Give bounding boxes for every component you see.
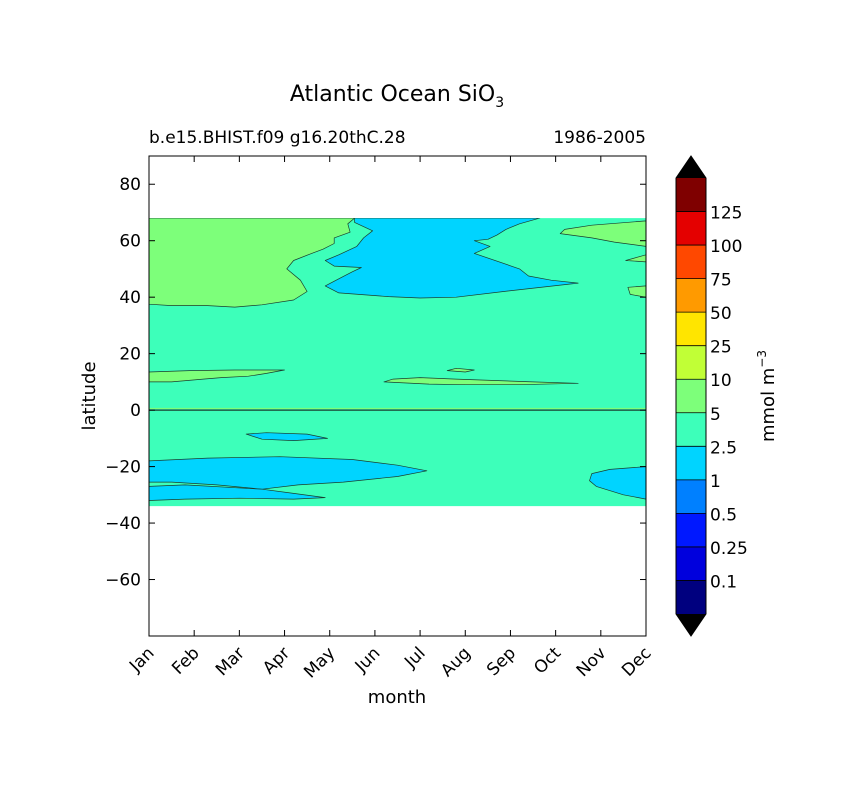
colorbar-segment bbox=[676, 245, 706, 279]
colorbar: 0.1 0.25 0.5 1 2.5 5 10 25 50 75 100 125 bbox=[675, 155, 748, 637]
region-5-10-tropics-patch bbox=[446, 367, 475, 373]
colorbar-tick-label: 0.5 bbox=[710, 505, 737, 525]
y-tick-label: 20 bbox=[119, 345, 141, 365]
colorbar-segment bbox=[676, 345, 706, 380]
colorbar-tick-label: 125 bbox=[710, 204, 742, 224]
y-tick-label: −40 bbox=[105, 514, 141, 534]
colorbar-tick-label: 100 bbox=[710, 237, 742, 257]
x-tick-label: Sep bbox=[483, 643, 520, 680]
x-tick-label: Apr bbox=[259, 643, 294, 678]
x-tick-label: Feb bbox=[168, 643, 203, 678]
region-1-2-5-north-summer bbox=[324, 218, 579, 299]
colorbar-label: mmol m−3 bbox=[755, 350, 779, 442]
region-5-10-north-winter bbox=[149, 218, 355, 308]
x-tick-label: Nov bbox=[573, 643, 611, 681]
x-tick-label: Jan bbox=[125, 643, 158, 676]
x-tick-label: May bbox=[300, 643, 339, 682]
colorbar-segment bbox=[676, 278, 706, 313]
colorbar-outline bbox=[675, 155, 707, 637]
region-1-2-5-south-main bbox=[149, 456, 428, 490]
y-axis: 80 60 40 20 0 −20 −40 −60 bbox=[105, 175, 646, 591]
region-5-10-tropics-spring bbox=[149, 369, 285, 383]
colorbar-segment bbox=[676, 513, 706, 547]
colorbar-tick-label: 25 bbox=[710, 338, 732, 358]
plot-frame bbox=[148, 155, 647, 637]
subtitle-left: b.e15.BHIST.f09 g16.20thC.28 bbox=[149, 128, 406, 148]
chart-title: Atlantic Ocean SiO3 bbox=[290, 82, 504, 111]
x-axis-label: month bbox=[368, 687, 426, 708]
colorbar-segment bbox=[676, 580, 706, 614]
colorbar-tick-label: 5 bbox=[710, 405, 721, 425]
colorbar-tick-label: 2.5 bbox=[710, 438, 737, 458]
x-tick-label: Mar bbox=[212, 643, 249, 680]
y-tick-label: −20 bbox=[105, 458, 141, 478]
colorbar-segment bbox=[676, 446, 706, 480]
y-tick-label: 80 bbox=[119, 175, 141, 195]
colorbar-segment bbox=[676, 546, 706, 581]
colorbar-segment bbox=[676, 178, 706, 212]
colorbar-tick-label: 50 bbox=[710, 304, 732, 324]
colorbar-segment bbox=[676, 312, 706, 346]
region-5-10-north-autumn bbox=[559, 218, 646, 263]
y-tick-label: −60 bbox=[105, 571, 141, 591]
colorbar-tick-label: 75 bbox=[710, 271, 732, 291]
x-tick-label: Jul bbox=[400, 643, 429, 672]
colorbar-tick-label: 10 bbox=[710, 371, 732, 391]
colorbar-over-arrow bbox=[676, 156, 706, 178]
colorbar-tick-label: 0.1 bbox=[710, 572, 737, 592]
x-tick-label: Dec bbox=[618, 643, 655, 680]
y-axis-label: latitude bbox=[79, 361, 100, 430]
colorbar-segment bbox=[676, 379, 706, 413]
y-tick-label: 0 bbox=[130, 401, 141, 421]
region-1-2-5-south-band bbox=[149, 484, 326, 501]
subtitle-right: 1986-2005 bbox=[553, 128, 646, 148]
y-tick-label: 40 bbox=[119, 288, 141, 308]
colorbar-segment bbox=[676, 412, 706, 447]
region-1-2-5-south-small bbox=[245, 432, 328, 441]
region-5-10-tropics-summer bbox=[383, 377, 579, 386]
x-tick-label: Aug bbox=[437, 643, 475, 681]
y-tick-label: 60 bbox=[119, 232, 141, 252]
contour-plot-area bbox=[149, 218, 646, 507]
x-tick-label: Jun bbox=[351, 643, 385, 677]
colorbar-segment bbox=[676, 479, 706, 514]
colorbar-tick-label: 0.25 bbox=[710, 539, 748, 559]
colorbar-segment bbox=[676, 211, 706, 246]
region-5-10-north-dec-small bbox=[627, 285, 646, 298]
region-1-2-5-south-dec bbox=[589, 466, 646, 500]
colorbar-under-arrow bbox=[676, 614, 706, 636]
colorbar-tick-label: 1 bbox=[710, 472, 721, 492]
x-tick-label: Oct bbox=[530, 643, 565, 678]
